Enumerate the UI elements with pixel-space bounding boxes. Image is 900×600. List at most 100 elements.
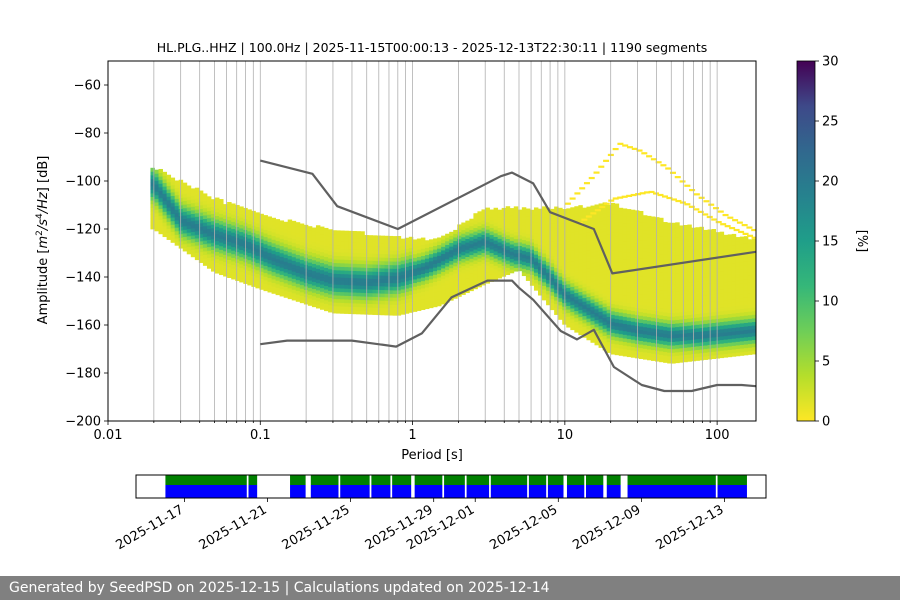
heatmap-cell [538,226,543,231]
heatmap-cell [505,224,511,229]
heatmap-cell [651,320,656,325]
heatmap-cell [239,278,244,283]
heatmap-cell [324,292,329,297]
heatmap-cell [215,255,220,260]
heatmap-cell [578,327,583,332]
heatmap-cell [287,280,293,285]
heatmap-cell [655,343,660,348]
heatmap-cell [505,249,511,254]
heatmap-cell [433,249,438,254]
heatmap-cell [671,273,676,278]
heatmap-cell [671,345,676,350]
heatmap-cell [659,282,664,287]
heatmap-cell [751,339,756,344]
heatmap-cell [715,318,721,323]
heatmap-cell [388,250,394,255]
heatmap-cell [578,287,583,292]
chart-title: HL.PLG..HHZ | 100.0Hz | 2025-11-15T00:00… [157,40,707,55]
heatmap-cell [711,322,717,327]
heatmap-cell [219,231,224,236]
heatmap-cell [651,230,656,235]
heatmap-cell [340,273,345,278]
heatmap-cell [630,335,636,340]
heatmap-cell [481,277,486,282]
heatmap-cell [687,296,692,301]
heatmap-cell [404,291,410,296]
heatmap-cell [731,302,737,307]
heatmap-cell [562,245,567,250]
heatmap-cell [618,287,624,291]
heatmap-cell [324,227,329,232]
heatmap-cell [332,244,337,249]
heatmap-cell [610,282,616,287]
heatmap-cell [751,285,756,290]
heatmap-cell [283,282,289,287]
heatmap-outlier-cell [669,171,676,174]
heatmap-cell [735,262,741,267]
heatmap-cell [642,283,648,288]
heatmap-cell [336,237,341,242]
heatmap-cell [372,235,377,240]
heatmap-cell [211,224,216,229]
heatmap-cell [416,267,422,272]
heatmap-cell [457,228,462,233]
heatmap-cell [263,236,268,241]
timeline-segment-top [310,475,339,485]
heatmap-cell [336,284,341,289]
heatmap-cell [562,320,567,325]
heatmap-cell [723,324,729,329]
heatmap-cell [747,336,753,341]
heatmap-cell [348,252,353,257]
heatmap-cell [352,241,357,246]
heatmap-cell [279,270,285,275]
heatmap-cell [279,256,285,261]
heatmap-cell [655,253,660,258]
heatmap-cell [457,264,462,269]
heatmap-cell [590,245,595,250]
heatmap-cell [283,275,289,280]
heatmap-cell [166,199,172,204]
heatmap-cell [675,236,680,241]
heatmap-cell [174,241,180,246]
heatmap-cell [614,293,620,298]
heatmap-cell [679,250,684,255]
heatmap-cell [642,226,648,231]
heatmap-cell [412,304,418,309]
heatmap-cell [711,315,717,320]
heatmap-cell [606,345,612,350]
heatmap-cell [275,255,281,260]
heatmap-cell [699,334,704,339]
heatmap-cell [162,222,167,227]
heatmap-cell [461,247,466,252]
heatmap-cell [699,273,704,278]
heatmap-cell [344,230,349,235]
heatmap-cell [586,278,591,283]
heatmap-cell [396,235,402,240]
heatmap-cell [332,255,337,260]
heatmap-cell [586,325,591,330]
heatmap-cell [473,213,478,218]
heatmap-cell [550,248,555,253]
heatmap-cell [618,251,624,255]
heatmap-cell [441,260,446,265]
heatmap-cell [630,321,636,326]
heatmap-cell [525,255,531,260]
heatmap-cell [695,234,700,239]
heatmap-cell [655,227,660,232]
heatmap-cell [219,249,224,254]
heatmap-cell [622,244,628,249]
heatmap-cell [739,305,745,309]
heatmap-cell [348,295,353,300]
heatmap-cell [408,290,414,295]
heatmap-cell [699,345,704,350]
heatmap-cell [671,355,676,360]
heatmap-cell [477,243,482,248]
heatmap-cell [574,256,579,261]
heatmap-cell [215,265,220,270]
heatmap-cell [198,190,204,195]
heatmap-cell [315,290,321,295]
heatmap-cell [372,292,377,297]
heatmap-cell [562,277,567,282]
heatmap-cell [311,241,317,246]
heatmap-cell [614,311,620,316]
